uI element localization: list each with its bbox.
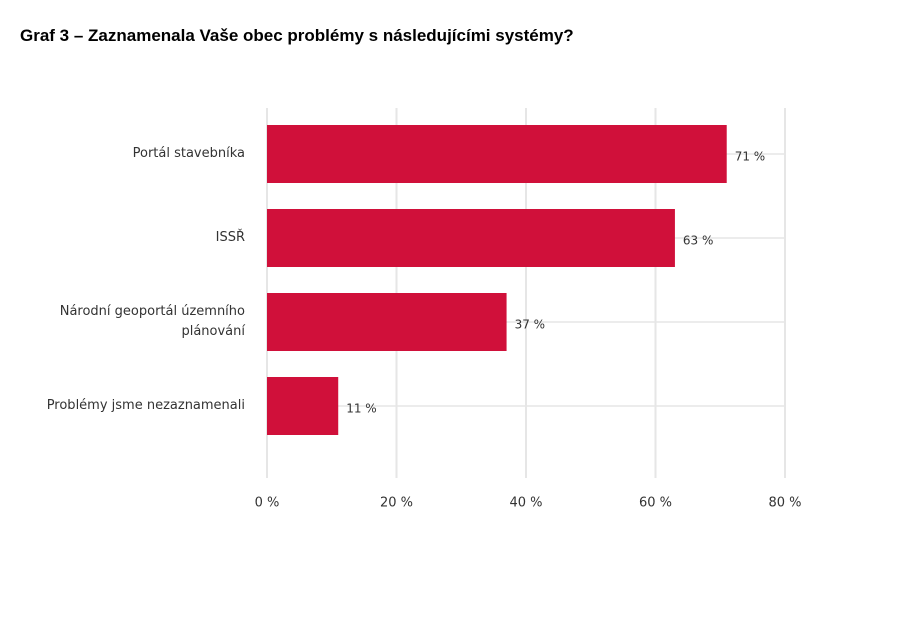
x-tick-label: 40 % xyxy=(509,496,542,511)
value-label: 71 % xyxy=(735,150,766,164)
value-label: 37 % xyxy=(515,318,546,332)
value-label: 63 % xyxy=(683,234,714,248)
x-tick-label: 60 % xyxy=(639,496,672,511)
y-tick-label: Portál stavebníka xyxy=(132,146,245,161)
x-tick-label: 80 % xyxy=(768,496,801,511)
bar xyxy=(267,293,507,351)
x-tick-label: 20 % xyxy=(380,496,413,511)
bar xyxy=(267,377,339,435)
y-tick-label: ISSŘ xyxy=(215,230,245,245)
y-tick-label: Národní geoportál územního plánování xyxy=(59,304,245,339)
x-tick-label: 0 % xyxy=(255,496,280,511)
chart-title: Graf 3 – Zaznamenala Vaše obec problémy … xyxy=(20,26,574,45)
bar xyxy=(267,209,675,267)
y-tick-label: Problémy jsme nezaznamenali xyxy=(46,398,245,413)
bar xyxy=(267,125,727,183)
value-label: 11 % xyxy=(346,402,377,416)
